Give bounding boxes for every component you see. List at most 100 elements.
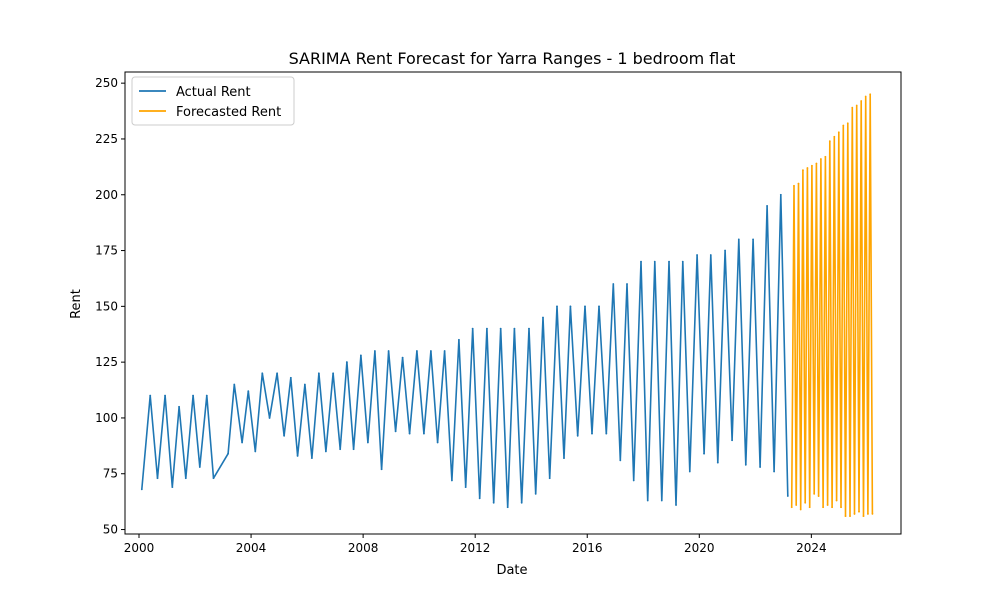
- data-point: [198, 466, 201, 468]
- data-point: [869, 93, 872, 96]
- data-point: [696, 254, 698, 256]
- data-point: [716, 461, 719, 464]
- data-point: [584, 305, 586, 308]
- data-point: [703, 452, 705, 455]
- data-point: [688, 470, 691, 473]
- data-point: [826, 504, 829, 506]
- data-point: [675, 504, 677, 506]
- data-point: [619, 459, 622, 462]
- y-tick-label: 100: [95, 411, 118, 425]
- y-tick-label: 50: [103, 523, 118, 537]
- data-point: [359, 354, 362, 357]
- data-point: [332, 372, 335, 375]
- data-point: [276, 372, 279, 375]
- data-point: [513, 327, 516, 330]
- data-point: [401, 356, 404, 359]
- data-point: [795, 504, 798, 506]
- data-point: [345, 361, 348, 364]
- data-point: [612, 283, 615, 285]
- y-tick-label: 200: [95, 188, 118, 202]
- data-point: [835, 499, 838, 502]
- y-tick-label: 175: [95, 244, 118, 258]
- data-point: [626, 283, 628, 285]
- data-point: [804, 501, 807, 504]
- data-point: [303, 383, 306, 386]
- data-point: [837, 131, 840, 134]
- data-point: [819, 158, 822, 160]
- data-point: [241, 441, 244, 444]
- data-point: [598, 305, 600, 308]
- data-point: [149, 394, 152, 397]
- data-point: [366, 441, 369, 444]
- data-point: [563, 457, 565, 460]
- data-point: [506, 506, 509, 509]
- data-point: [831, 506, 833, 509]
- data-point: [846, 122, 849, 125]
- data-point: [387, 350, 390, 352]
- data-point: [268, 417, 271, 419]
- data-point: [855, 104, 858, 107]
- data-point: [828, 140, 831, 143]
- data-point: [486, 327, 488, 330]
- data-point: [813, 492, 816, 495]
- data-point: [737, 238, 740, 241]
- data-point: [824, 155, 827, 158]
- data-point: [851, 106, 854, 109]
- data-point: [797, 182, 800, 185]
- data-point: [233, 383, 236, 386]
- x-axis-label: Date: [496, 563, 527, 578]
- data-point: [752, 238, 754, 241]
- x-tick-label: 2008: [348, 541, 379, 555]
- data-point: [779, 193, 782, 196]
- data-point: [423, 432, 425, 435]
- data-point: [811, 164, 813, 167]
- data-point: [802, 169, 804, 172]
- data-point: [247, 390, 250, 393]
- legend: Actual Rent Forecasted Rent: [131, 76, 295, 126]
- y-tick-label: 250: [95, 76, 118, 90]
- data-point: [871, 513, 874, 515]
- data-point: [793, 184, 795, 187]
- data-point: [192, 394, 194, 397]
- data-point: [436, 441, 439, 444]
- data-point: [394, 430, 397, 433]
- data-point: [640, 260, 642, 263]
- legend-label: Actual Rent: [176, 85, 251, 100]
- data-point: [864, 95, 867, 98]
- plot-area: [124, 71, 902, 535]
- data-point: [842, 124, 845, 127]
- y-axis: 50 75 100 125 150 175 200 225 250: [95, 76, 125, 537]
- data-point: [339, 448, 342, 451]
- data-point: [731, 439, 733, 442]
- data-point: [373, 350, 376, 352]
- data-point: [542, 316, 544, 319]
- data-point: [171, 486, 174, 489]
- data-point: [556, 305, 558, 308]
- data-point: [773, 470, 775, 473]
- data-point: [205, 394, 208, 397]
- x-tick-label: 2000: [124, 541, 155, 555]
- data-point: [759, 466, 761, 468]
- y-tick-label: 125: [95, 355, 118, 369]
- data-point: [430, 350, 432, 352]
- chart-title: SARIMA Rent Forecast for Yarra Ranges - …: [289, 49, 736, 68]
- y-tick-label: 225: [95, 132, 118, 146]
- data-point: [833, 135, 836, 138]
- data-point: [178, 405, 180, 408]
- data-point: [668, 260, 670, 263]
- data-point: [534, 492, 537, 495]
- data-point: [458, 338, 460, 341]
- series-1: [790, 93, 874, 518]
- data-point: [310, 457, 313, 460]
- data-point: [212, 477, 215, 480]
- data-point: [296, 454, 299, 457]
- data-point: [352, 448, 355, 451]
- y-axis-label: Rent: [69, 289, 84, 319]
- data-point: [860, 100, 863, 102]
- data-point: [184, 477, 187, 480]
- data-point: [499, 327, 502, 330]
- x-tick-label: 2020: [684, 541, 715, 555]
- data-point: [632, 479, 635, 482]
- data-point: [660, 499, 663, 502]
- legend-frame: [131, 76, 295, 126]
